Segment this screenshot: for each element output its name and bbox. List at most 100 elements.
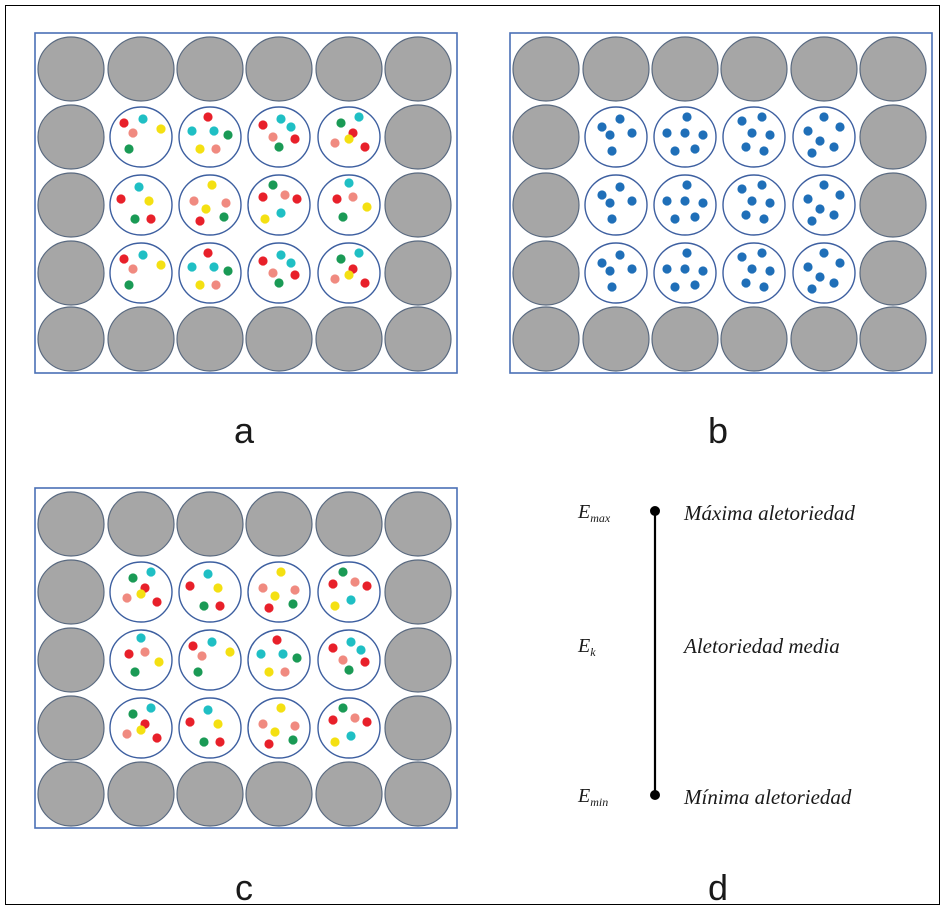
particle-red [360,657,370,667]
lattice-cell [178,697,242,759]
wall-site [859,306,927,372]
particle-salmon [122,729,132,739]
particle-yellow [270,591,280,601]
wall-site [384,306,452,372]
particle-blue [819,248,829,258]
particle-blue [670,282,680,292]
wall-site [582,306,650,372]
wall-site [37,559,105,625]
particle-blue [597,258,607,268]
wall-site [512,306,580,372]
particle-teal [276,114,286,124]
particle-green [336,118,346,128]
particle-red [360,278,370,288]
particle-blue [597,122,607,132]
particle-blue [747,196,757,206]
wall-site [512,36,580,102]
panel-a-label: a [234,410,255,451]
particle-red [188,641,198,651]
lattice-cell [317,697,381,759]
scale-middle-symbol: Ek [577,635,596,659]
wall-site [651,36,719,102]
particle-blue [757,248,767,258]
wall-site [790,306,858,372]
panel-c-grid [34,487,458,829]
panel-a-grid [34,32,458,374]
particle-yellow [144,196,154,206]
particle-teal [276,250,286,260]
particle-yellow [136,725,146,735]
particle-red [119,118,129,128]
particle-salmon [348,192,358,202]
particle-red [328,715,338,725]
lattice-cell [178,106,242,168]
particle-red [362,581,372,591]
particle-teal [187,126,197,136]
particle-blue [627,128,637,138]
particle-blue [765,130,775,140]
particle-salmon [197,651,207,661]
particle-red [215,601,225,611]
wall-site [37,240,105,306]
particle-teal [286,258,296,268]
figure-frame [5,5,940,905]
scale-top-text: Máxima aletoriedad [683,501,855,525]
particle-green [124,144,134,154]
particle-green [292,653,302,663]
particle-teal [187,262,197,272]
wall-site [176,491,244,557]
particle-teal [276,208,286,218]
particle-blue [759,282,769,292]
particle-yellow [264,667,274,677]
particle-salmon [290,585,300,595]
particle-salmon [140,647,150,657]
particle-yellow [270,727,280,737]
wall-site [245,761,313,827]
particle-blue [615,250,625,260]
particle-blue [829,278,839,288]
particle-blue [815,136,825,146]
panel-b-grid [509,32,933,374]
particle-salmon [258,583,268,593]
wall-site [107,36,175,102]
particle-blue [737,184,747,194]
particle-yellow [330,737,340,747]
particle-green [338,567,348,577]
particle-blue [835,258,845,268]
particle-red [258,256,268,266]
particle-teal [203,569,213,579]
particle-blue [741,142,751,152]
wall-site [384,695,452,761]
particle-blue [698,266,708,276]
wall-site [720,36,788,102]
lattice-cell [584,242,648,304]
particle-blue [759,146,769,156]
lattice-cell [247,629,311,691]
particle-salmon [290,721,300,731]
particle-teal [256,649,266,659]
particle-salmon [330,138,340,148]
particle-green [199,601,209,611]
particle-teal [278,649,288,659]
particle-teal [209,126,219,136]
particle-yellow [213,719,223,729]
particle-salmon [268,132,278,142]
particle-blue [765,266,775,276]
particle-blue [607,282,617,292]
particle-blue [737,252,747,262]
wall-site [512,172,580,238]
particle-blue [737,116,747,126]
wall-site [384,240,452,306]
wall-site [37,491,105,557]
particle-blue [605,198,615,208]
wall-site [512,240,580,306]
particle-red [185,717,195,727]
particle-yellow [154,657,164,667]
particle-blue [803,194,813,204]
particle-red [203,112,213,122]
particle-blue [690,280,700,290]
wall-site [720,306,788,372]
particle-yellow [330,601,340,611]
particle-green [124,280,134,290]
